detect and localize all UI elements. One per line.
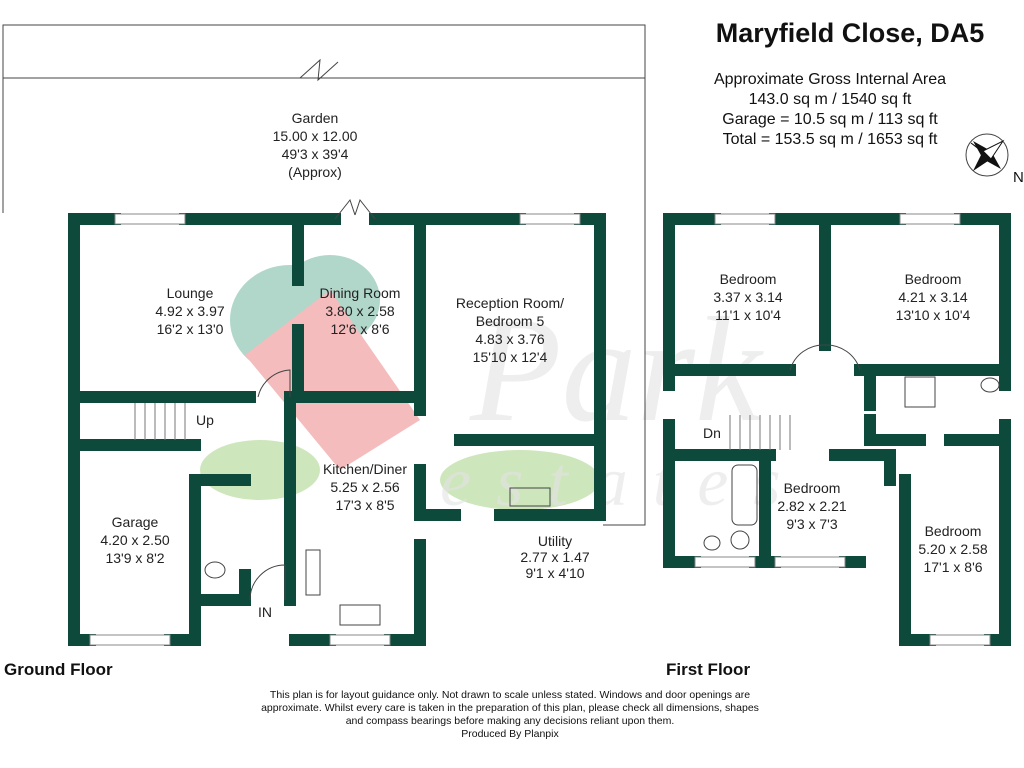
entrance-label: IN [258,604,272,620]
room-lounge: Lounge 4.92 x 3.97 16'2 x 13'0 [155,285,224,337]
room-bedroom-1: Bedroom 3.37 x 3.14 11'1 x 10'4 [713,271,782,323]
first-floor-walls: Dn [663,213,1011,646]
ensuite-wc-icon [980,377,1000,393]
svg-text:4.21 x 3.14: 4.21 x 3.14 [898,289,967,305]
svg-text:Reception Room/: Reception Room/ [456,295,564,311]
svg-text:4.83 x 3.76: 4.83 x 3.76 [475,331,544,347]
area-summary: Approximate Gross Internal Area 143.0 sq… [690,70,970,150]
compass-north-label: N [1013,169,1024,186]
area-heading: Approximate Gross Internal Area [713,71,947,88]
svg-text:17'3 x 8'5: 17'3 x 8'5 [335,497,394,513]
ground-floor-walls: Up IN [68,198,606,646]
svg-text:13'9 x 8'2: 13'9 x 8'2 [105,550,164,566]
garden-label: Garden [292,110,339,126]
svg-text:12'6 x 8'6: 12'6 x 8'6 [330,321,389,337]
sink-icon [339,604,381,626]
svg-text:3.80 x 2.58: 3.80 x 2.58 [325,303,394,319]
svg-text:3.37 x 3.14: 3.37 x 3.14 [713,289,782,305]
garden-area: Garden 15.00 x 12.00 49'3 x 39'4 (Approx… [2,24,646,526]
svg-text:4.20 x 2.50: 4.20 x 2.50 [100,532,169,548]
svg-text:Bedroom: Bedroom [784,480,841,496]
property-title: Maryfield Close, DA5 [715,18,985,48]
svg-text:Kitchen/Diner: Kitchen/Diner [323,461,407,477]
svg-text:Bedroom 5: Bedroom 5 [476,313,545,329]
svg-text:13'10 x 10'4: 13'10 x 10'4 [896,307,971,323]
room-bedroom-2: Bedroom 4.21 x 3.14 13'10 x 10'4 [896,271,971,323]
stairs-up-label: Up [196,412,214,428]
room-reception: Reception Room/ Bedroom 5 4.83 x 3.76 15… [456,295,564,365]
svg-text:Bedroom: Bedroom [720,271,777,287]
hob-icon [305,549,321,596]
area-main: 143.0 sq m / 1540 sq ft [748,91,912,108]
svg-text:16'2 x 13'0: 16'2 x 13'0 [157,321,224,337]
area-garage: Garage = 10.5 sq m / 113 sq ft [722,111,938,128]
svg-text:Lounge: Lounge [167,285,214,301]
svg-text:Utility: Utility [538,533,572,549]
svg-text:15'10 x 12'4: 15'10 x 12'4 [473,349,548,365]
utility-sink-icon [509,487,551,507]
bathroom-basin-icon [703,535,721,551]
svg-text:Bedroom: Bedroom [925,523,982,539]
room-garage: Garage 4.20 x 2.50 13'9 x 8'2 [100,514,169,566]
bath-icon [731,464,758,526]
area-total: Total = 153.5 sq m / 1653 sq ft [722,131,938,148]
garden-approx: (Approx) [288,164,342,180]
first-floor-label: First Floor [666,660,751,679]
room-bedroom-4: Bedroom 5.20 x 2.58 17'1 x 8'6 [918,523,987,575]
svg-text:2.77 x 1.47: 2.77 x 1.47 [520,549,589,565]
room-bedroom-3: Bedroom 2.82 x 2.21 9'3 x 7'3 [777,480,846,532]
credit: Produced By Planpix [461,728,559,740]
svg-text:2.82 x 2.21: 2.82 x 2.21 [777,498,846,514]
garden-metric: 15.00 x 12.00 [273,128,358,144]
room-dining: Dining Room 3.80 x 2.58 12'6 x 8'6 [320,285,401,337]
room-kitchen: Kitchen/Diner 5.25 x 2.56 17'3 x 8'5 [323,461,407,513]
disclaimer: This plan is for layout guidance only. N… [255,689,765,741]
svg-text:17'1 x 8'6: 17'1 x 8'6 [923,559,982,575]
svg-text:Dining Room: Dining Room [320,285,401,301]
svg-text:5.20 x 2.58: 5.20 x 2.58 [918,541,987,557]
svg-text:9'3 x 7'3: 9'3 x 7'3 [786,516,837,532]
shower-icon [904,376,936,408]
svg-text:Garage: Garage [112,514,159,530]
svg-text:Bedroom: Bedroom [905,271,962,287]
bathroom-wc-icon [730,530,750,550]
staircase-first [729,415,791,450]
ground-floor-label: Ground Floor [4,660,113,679]
svg-text:11'1 x 10'4: 11'1 x 10'4 [715,307,781,323]
disclaimer-text: This plan is for layout guidance only. N… [261,689,759,727]
svg-text:9'1 x 4'10: 9'1 x 4'10 [525,565,584,581]
room-utility: Utility 2.77 x 1.47 9'1 x 4'10 [520,533,589,581]
wc-icon [204,561,226,579]
svg-text:5.25 x 2.56: 5.25 x 2.56 [330,479,399,495]
compass-icon: N [965,133,1024,186]
stairs-down-label: Dn [703,425,721,441]
staircase [134,403,186,440]
garden-imperial: 49'3 x 39'4 [282,146,349,162]
svg-text:4.92 x 3.97: 4.92 x 3.97 [155,303,224,319]
watermark-logo: Park estates [200,255,781,521]
